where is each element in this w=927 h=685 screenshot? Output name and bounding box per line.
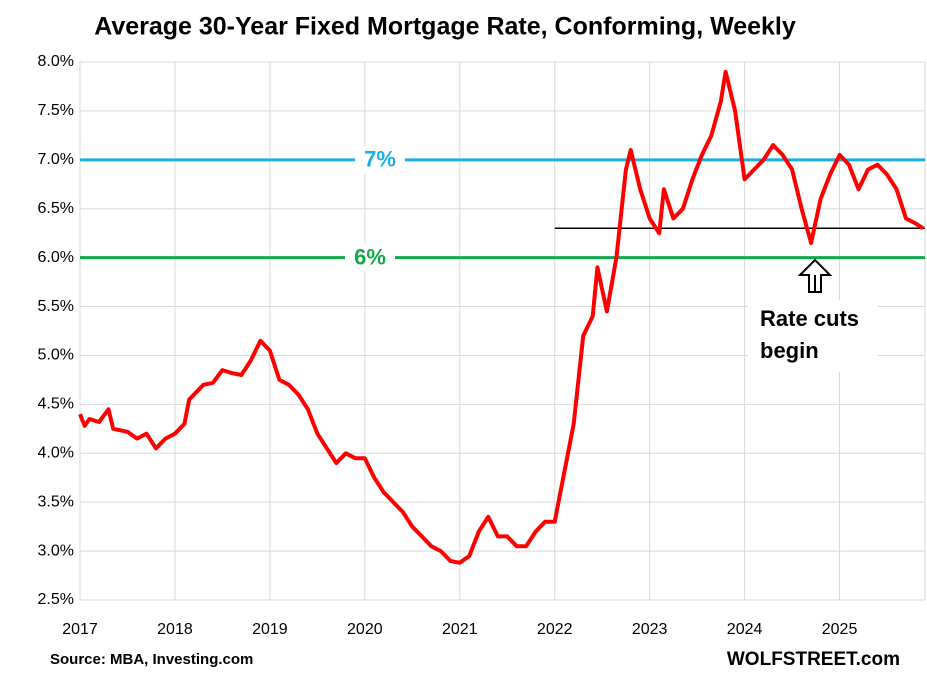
y-tick-label: 7.5%: [38, 102, 74, 119]
x-tick-label: 2023: [632, 621, 668, 638]
annotation: Rate cuts: [760, 306, 859, 331]
x-tick-label: 2017: [62, 621, 98, 638]
y-tick-label: 5.0%: [38, 347, 74, 364]
source: Source: MBA, Investing.com: [50, 651, 253, 668]
annotation-background: [748, 300, 878, 372]
reference-label: 6%: [354, 244, 386, 269]
y-tick-label: 8.0%: [38, 53, 74, 70]
y-tick-label: 3.0%: [38, 542, 74, 559]
label-background: [355, 145, 405, 174]
y-tick-label: 7.0%: [38, 151, 74, 168]
x-tick-label: 2021: [442, 621, 478, 638]
x-tick-label: 2019: [252, 621, 288, 638]
x-tick-label: 2022: [537, 621, 573, 638]
x-tick-label: 2018: [157, 621, 193, 638]
y-tick-label: 2.5%: [38, 591, 74, 608]
line-series: [78, 69, 925, 565]
plot-border: [79, 61, 926, 601]
y-tick-label: 3.5%: [38, 493, 74, 510]
watermark: WOLFSTREET.com: [727, 649, 900, 670]
label-background: [345, 243, 395, 272]
annotation: begin: [760, 338, 819, 363]
reference-label: 7%: [364, 147, 396, 172]
plot: 2.5% 3.0% 3.5% 4.0% 4.5% 5.0% 5.5% 6.0% 6.5% 7.0%…: [38, 53, 926, 638]
y-tick-label: 6.5%: [38, 200, 74, 217]
y-tick-label: 5.5%: [38, 298, 74, 315]
y-tick-label: 4.5%: [38, 396, 74, 413]
x-tick-label: 2024: [727, 621, 763, 638]
y-tick-label: 4.0%: [38, 444, 74, 461]
x-tick-label: 2025: [822, 621, 858, 638]
x-tick-label: 2020: [347, 621, 383, 638]
chart-title: Average 30-Year Fixed Mortgage Rate, Con…: [94, 13, 796, 41]
y-tick-label: 6.0%: [38, 249, 74, 266]
arrow: [797, 258, 833, 293]
